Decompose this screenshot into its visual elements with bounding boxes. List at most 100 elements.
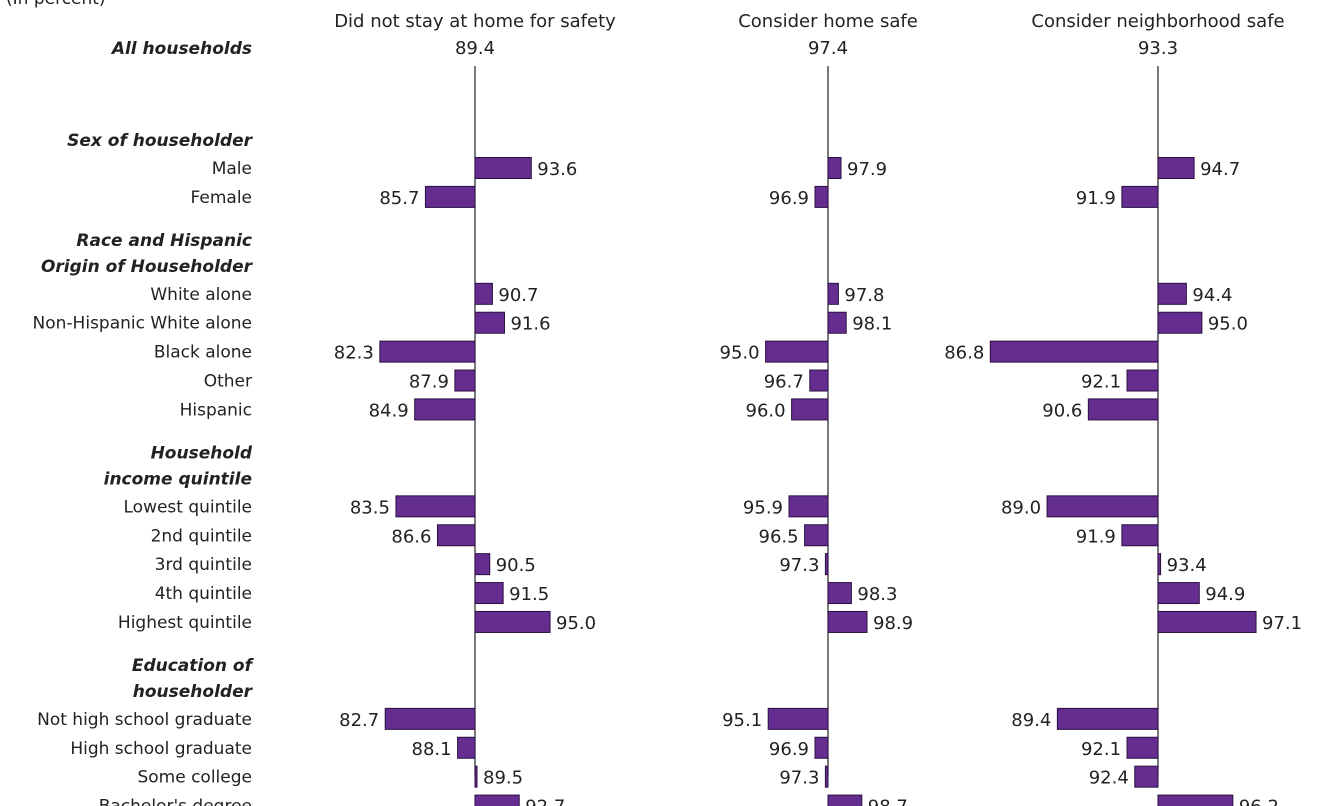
row-label: High school graduate xyxy=(70,739,252,759)
bar xyxy=(827,794,863,806)
bar xyxy=(474,765,478,788)
row-label: Bachelor's degree xyxy=(99,797,252,806)
bar xyxy=(1126,369,1159,392)
data-label: 97.8 xyxy=(844,285,884,306)
data-label: 95.1 xyxy=(722,710,762,731)
panel-title: Consider neighborhood safe xyxy=(1031,11,1284,32)
all-households-value: 93.3 xyxy=(1138,38,1178,59)
bar xyxy=(791,398,829,421)
data-label: 83.5 xyxy=(350,497,390,518)
row-label: Some college xyxy=(137,768,252,788)
data-label: 91.9 xyxy=(1076,526,1116,547)
data-label: 85.7 xyxy=(379,188,419,209)
data-label: 86.8 xyxy=(944,343,984,364)
data-label: 92.1 xyxy=(1081,372,1121,393)
data-label: 95.9 xyxy=(743,497,783,518)
bar xyxy=(827,311,847,334)
data-label: 86.6 xyxy=(391,526,431,547)
data-label: 98.9 xyxy=(873,613,913,634)
bar xyxy=(814,185,829,208)
group-heading: householder xyxy=(133,682,254,702)
bar xyxy=(827,282,839,305)
bar xyxy=(1087,398,1159,421)
bar xyxy=(474,157,532,180)
bar xyxy=(474,553,491,576)
row-label: Male xyxy=(212,159,252,179)
data-label: 82.7 xyxy=(339,710,379,731)
data-label: 89.0 xyxy=(1001,497,1041,518)
data-label: 89.4 xyxy=(1011,710,1051,731)
bar xyxy=(827,582,852,605)
row-label: Lowest quintile xyxy=(124,497,253,517)
bar xyxy=(424,185,476,208)
data-label: 97.3 xyxy=(779,768,819,789)
data-label: 88.1 xyxy=(412,739,452,760)
bar xyxy=(1157,157,1195,180)
data-label: 94.9 xyxy=(1205,584,1245,605)
row-label: 2nd quintile xyxy=(151,526,252,546)
data-label: 92.7 xyxy=(525,797,565,806)
data-label: 84.9 xyxy=(369,400,409,421)
data-label: 96.0 xyxy=(746,400,786,421)
row-label: Female xyxy=(191,188,252,208)
data-label: 90.7 xyxy=(498,285,538,306)
bar xyxy=(989,340,1159,363)
bar xyxy=(474,610,551,633)
all-households-label: All households xyxy=(110,39,252,59)
data-label: 97.9 xyxy=(847,159,887,180)
bar xyxy=(1157,553,1162,576)
bar xyxy=(767,707,829,730)
corner-label: (In percent) xyxy=(6,0,106,9)
data-label: 95.0 xyxy=(556,613,596,634)
data-label: 98.1 xyxy=(852,314,892,335)
bar xyxy=(474,311,505,334)
data-label: 90.6 xyxy=(1042,400,1082,421)
all-households-value: 89.4 xyxy=(455,38,495,59)
bar xyxy=(414,398,476,421)
bar xyxy=(788,495,829,518)
bar xyxy=(1134,765,1159,788)
bar xyxy=(1126,736,1159,759)
data-label: 82.3 xyxy=(334,343,374,364)
data-label: 97.1 xyxy=(1262,613,1302,634)
row-label: White alone xyxy=(150,285,252,305)
bar xyxy=(474,582,504,605)
row-label: 3rd quintile xyxy=(155,555,252,575)
row-label: Hispanic xyxy=(180,400,252,420)
data-label: 95.0 xyxy=(1208,314,1248,335)
bar xyxy=(824,553,829,576)
bar xyxy=(1157,610,1257,633)
bar xyxy=(1121,185,1159,208)
bar xyxy=(384,707,476,730)
data-label: 89.5 xyxy=(483,768,523,789)
bar xyxy=(474,794,520,806)
bar xyxy=(809,369,829,392)
bar xyxy=(474,282,493,305)
row-label: 4th quintile xyxy=(155,584,252,604)
data-label: 95.0 xyxy=(720,343,760,364)
data-label: 91.5 xyxy=(509,584,549,605)
bar xyxy=(827,610,868,633)
bar xyxy=(824,765,829,788)
data-label: 97.3 xyxy=(779,555,819,576)
data-label: 87.9 xyxy=(409,372,449,393)
group-heading: Sex of householder xyxy=(67,131,253,151)
bar xyxy=(1157,794,1234,806)
bar xyxy=(1157,311,1203,334)
group-heading: Origin of Householder xyxy=(41,257,254,277)
data-label: 96.9 xyxy=(769,188,809,209)
data-label: 91.6 xyxy=(510,314,550,335)
data-label: 93.6 xyxy=(537,159,577,180)
group-heading: Household xyxy=(151,443,253,463)
row-label: Not high school graduate xyxy=(37,710,252,730)
data-label: 94.7 xyxy=(1200,159,1240,180)
data-label: 91.9 xyxy=(1076,188,1116,209)
bar xyxy=(395,495,476,518)
bar xyxy=(454,369,476,392)
bar xyxy=(804,524,829,547)
group-heading: Education of xyxy=(132,656,255,676)
data-label: 96.7 xyxy=(764,372,804,393)
row-label: Non-Hispanic White alone xyxy=(33,314,252,334)
data-label: 90.5 xyxy=(496,555,536,576)
data-label: 93.4 xyxy=(1167,555,1207,576)
